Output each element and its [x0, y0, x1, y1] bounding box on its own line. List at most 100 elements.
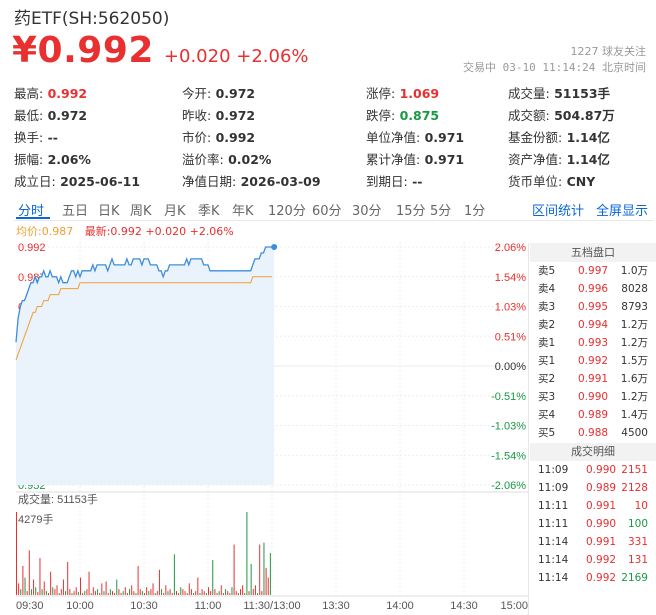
stat-label: 资产净值: [508, 152, 563, 167]
order-book-row: 买5 0.988 4500 [530, 424, 656, 442]
order-level-label: 卖3 [538, 301, 556, 313]
trade-row: 11:14 0.992 131 [530, 551, 656, 569]
volume-bar [88, 571, 90, 595]
trade-row: 11:09 0.990 2151 [530, 461, 656, 479]
tab-7[interactable]: 120分 [268, 204, 306, 219]
stat-label: 净值日期: [182, 174, 237, 189]
order-price: 0.993 [578, 337, 609, 349]
volume-bar [37, 592, 39, 595]
volume-bar [105, 581, 107, 595]
volume-bar [163, 593, 165, 595]
stat-item: 货币单位: CNY [508, 171, 595, 190]
stat-label: 基金份额: [508, 130, 563, 145]
volume-bar [216, 593, 218, 595]
x-tick-label: 14:00 [386, 600, 414, 612]
tab-4[interactable]: 月K [164, 204, 186, 219]
chart-tabs: 分时 五日 日K 周K 月K 季K 年K 120分 60分 30分 15分 5分 1分 区间统计 全屏显示 [14, 195, 654, 221]
trade-price: 0.991 [586, 536, 617, 548]
fullscreen-link[interactable]: 全屏显示 [596, 204, 649, 219]
volume-bar [116, 579, 118, 595]
volume-bar [225, 589, 227, 595]
order-level-label: 买3 [538, 391, 556, 403]
trade-price: 0.989 [586, 482, 617, 494]
order-volume: 1.2万 [620, 391, 648, 403]
followers-count[interactable]: 1227 球友关注 [570, 45, 647, 58]
tab-6[interactable]: 年K [232, 204, 254, 219]
pct-tick-label: -2.06% [491, 480, 526, 492]
volume-bar [169, 589, 171, 595]
volume-bar [99, 593, 101, 595]
range-stats-link[interactable]: 区间统计 [532, 204, 585, 219]
x-tick-label: 11:30/13:00 [243, 600, 300, 612]
volume-bar [141, 591, 143, 595]
tab-12[interactable]: 1分 [464, 204, 486, 219]
order-book-row: 卖2 0.994 1.2万 [530, 316, 656, 334]
stat-value: 2026-03-09 [236, 174, 321, 189]
volume-bar [20, 589, 22, 595]
volume-bar [52, 587, 54, 595]
stat-item: 最高: 0.992 [14, 83, 87, 102]
trade-row: 11:11 0.990 100 [530, 515, 656, 533]
volume-bar [156, 591, 158, 595]
volume-bar [133, 591, 135, 595]
tab-10[interactable]: 15分 [396, 204, 426, 219]
tab-2[interactable]: 日K [98, 204, 120, 219]
trade-volume: 2169 [621, 572, 648, 584]
order-price: 0.996 [578, 283, 609, 295]
volume-bar [227, 591, 229, 595]
tab-9[interactable]: 30分 [352, 204, 382, 219]
current-price: ¥0.992 [12, 30, 154, 71]
x-tick-label: 11:00 [195, 600, 222, 612]
volume-bar [75, 587, 77, 595]
x-tick-label: 13:30 [322, 600, 350, 612]
volume-bar [24, 577, 26, 595]
legend-latest: 最新:0.992 +0.020 +2.06% [84, 225, 234, 238]
price-change: +0.020 +2.06% [163, 46, 309, 67]
stat-item: 跌停: 0.875 [366, 105, 439, 124]
trade-price: 0.992 [586, 572, 617, 584]
pct-tick-label: -0.51% [491, 391, 526, 403]
stat-item: 今开: 0.972 [182, 83, 255, 102]
volume-bar [118, 589, 120, 595]
stat-label: 市价: [182, 130, 212, 145]
volume-bar [62, 579, 64, 595]
volume-bar [69, 589, 71, 595]
tab-8[interactable]: 60分 [312, 204, 342, 219]
stat-label: 成交额: [508, 108, 550, 123]
volume-bar [65, 591, 67, 595]
stat-item: 溢价率: 0.02% [182, 149, 271, 168]
volume-bar [107, 593, 109, 595]
order-price: 0.997 [578, 265, 609, 277]
trade-volume: 2128 [621, 482, 648, 494]
volume-bar [161, 589, 163, 595]
stat-value: 504.87万 [549, 108, 615, 123]
volume-bar [254, 585, 256, 595]
volume-bar [265, 567, 267, 595]
stat-item: 到期日: -- [366, 171, 422, 190]
volume-bar [18, 583, 20, 595]
volume-bar [257, 593, 259, 595]
trade-volume: 2151 [621, 464, 648, 476]
tab-0[interactable]: 分时 [18, 204, 45, 219]
tab-3[interactable]: 周K [130, 204, 152, 219]
pct-tick-label: -1.03% [491, 421, 526, 433]
pct-tick-label: 0.51% [495, 331, 526, 343]
volume-bar [235, 591, 237, 595]
pct-tick-label: 1.54% [495, 272, 526, 284]
volume-bar [250, 563, 252, 595]
volume-bar [180, 587, 182, 595]
volume-bar [154, 593, 156, 595]
volume-bar [244, 593, 246, 595]
volume-bar [269, 552, 271, 595]
pct-tick-label: 0.00% [495, 361, 526, 373]
tab-11[interactable]: 5分 [430, 204, 452, 219]
trade-time: 11:11 [538, 518, 569, 530]
tab-1[interactable]: 五日 [62, 204, 89, 219]
order-volume: 1.0万 [620, 265, 648, 277]
volume-bar [152, 583, 154, 595]
tab-5[interactable]: 季K [198, 204, 220, 219]
volume-bar [193, 593, 195, 595]
legend-avg: 均价:0.987 [16, 225, 74, 238]
volume-bar [126, 593, 128, 595]
